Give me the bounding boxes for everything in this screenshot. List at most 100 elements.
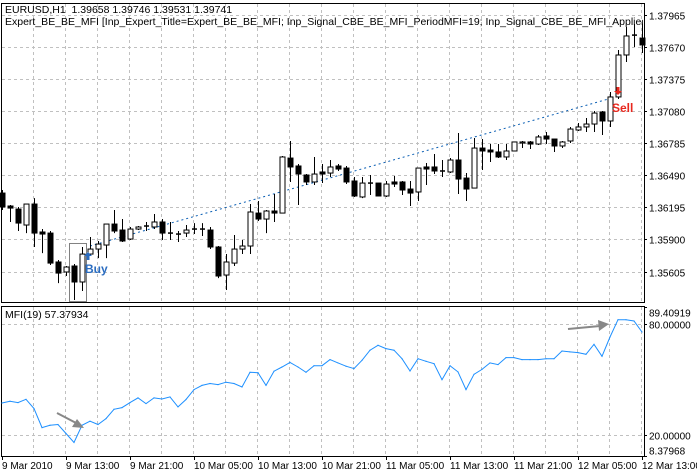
mfi-point — [353, 368, 355, 370]
candle-body — [543, 135, 550, 140]
mfi-point — [377, 344, 379, 346]
candle-body — [55, 261, 62, 274]
candle — [183, 225, 190, 237]
price-tick-label: 1.37965 — [649, 12, 686, 23]
mfi-point — [201, 384, 203, 386]
candle — [503, 144, 510, 161]
mfi-point — [65, 432, 67, 435]
grid — [2, 4, 644, 456]
mfi-point — [57, 423, 59, 426]
symbol-ohlc-header: EURUSD,H1 1.39658 1.39746 1.39531 1.3974… — [5, 4, 233, 16]
mfi-point — [233, 382, 235, 385]
candle — [295, 164, 302, 206]
candle — [511, 141, 518, 152]
candle-body — [503, 150, 510, 158]
mfi-point — [137, 397, 139, 399]
candle-body — [535, 136, 542, 145]
time-tick-label: 10 Mar 13:00 — [258, 461, 317, 472]
time-tick-label: 11 Mar 21:00 — [514, 461, 573, 472]
candle — [327, 160, 334, 177]
mfi-point — [433, 363, 435, 365]
candle — [607, 91, 614, 127]
candle-body — [551, 138, 558, 147]
candle-body — [295, 165, 302, 175]
candle-body — [343, 167, 350, 183]
candle-body — [247, 211, 254, 247]
candle — [303, 174, 310, 186]
mfi-point — [361, 359, 363, 361]
candle-body — [111, 223, 118, 232]
mfi-point — [457, 371, 459, 373]
candle — [391, 175, 398, 187]
candle — [119, 219, 126, 242]
candle-body — [495, 151, 502, 158]
candle-body — [431, 166, 438, 172]
candle-body — [583, 123, 590, 128]
candle-body — [607, 96, 614, 122]
candle — [176, 231, 181, 242]
mfi-point — [593, 343, 595, 345]
candle-body — [215, 246, 222, 277]
mfi-point — [265, 384, 267, 386]
candle — [415, 167, 422, 201]
time-tick-label: 9 Mar 2010 — [2, 461, 53, 472]
candle-body — [79, 253, 86, 283]
signal-markers: Buy Sell — [84, 86, 633, 276]
candle — [87, 236, 94, 257]
price-tick-label: 1.37375 — [649, 76, 686, 87]
sell-label: Sell — [612, 101, 633, 115]
annotation-arrow-sell — [567, 325, 601, 330]
candle-body — [263, 210, 270, 220]
price-tick-label: 1.36195 — [649, 204, 686, 215]
mfi-point — [569, 351, 571, 353]
candle-body — [15, 208, 22, 224]
candle-body — [135, 226, 142, 230]
candle-body — [255, 212, 262, 220]
mfi-point — [577, 352, 579, 354]
mfi-point — [609, 336, 611, 338]
candle — [15, 206, 22, 232]
mfi-point — [209, 382, 211, 385]
price-tick-label: 1.35900 — [649, 236, 686, 247]
mfi-point — [121, 407, 123, 409]
candle-body — [47, 232, 54, 264]
time-tick-label: 11 Mar 13:00 — [450, 461, 509, 472]
candle-body — [511, 141, 518, 152]
candle-body — [527, 141, 534, 145]
candle — [471, 138, 478, 189]
candle-body — [207, 229, 214, 248]
mfi-point — [153, 397, 155, 399]
candle-body — [87, 248, 94, 255]
mfi-point — [25, 398, 27, 400]
candle — [591, 110, 598, 132]
candle — [440, 160, 445, 177]
candle-body — [455, 159, 462, 180]
candle — [111, 210, 118, 234]
candle-body — [239, 245, 246, 250]
mfi-point — [313, 365, 315, 367]
mfi-point — [409, 370, 411, 372]
candle-body — [23, 203, 30, 226]
candle — [23, 203, 30, 234]
candle — [479, 139, 486, 171]
candle — [632, 24, 637, 47]
candle — [335, 164, 342, 171]
mfi-point — [225, 381, 227, 383]
candle — [255, 200, 262, 222]
mfi-point — [625, 319, 627, 321]
mfi-point — [1, 402, 3, 404]
candle — [463, 173, 470, 201]
candle — [383, 180, 390, 197]
annotation-arrow-buy — [56, 412, 79, 425]
candle-body — [7, 205, 14, 209]
candle — [39, 229, 46, 254]
candle-body — [599, 111, 606, 122]
mfi-point — [633, 320, 635, 322]
candle — [63, 266, 70, 277]
candle — [368, 175, 373, 196]
candle — [559, 140, 566, 149]
price-tick-label: 1.36490 — [649, 172, 686, 183]
